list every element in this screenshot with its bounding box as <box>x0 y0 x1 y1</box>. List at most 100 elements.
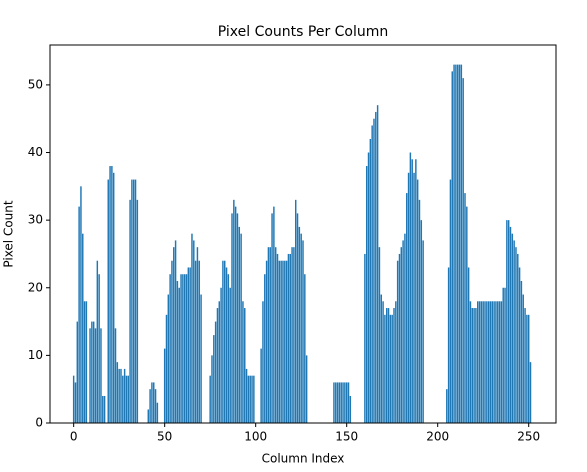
bar <box>416 179 419 423</box>
bar <box>294 199 297 423</box>
bar <box>380 294 382 423</box>
bar <box>114 328 117 423</box>
bar <box>163 348 166 423</box>
bar <box>475 308 477 423</box>
bar <box>103 395 106 423</box>
x-tick-label: 0 <box>70 430 78 444</box>
bar <box>342 382 344 423</box>
bar <box>478 301 481 423</box>
bar <box>520 280 523 423</box>
bar <box>484 301 486 423</box>
bar <box>120 368 122 423</box>
bar <box>373 118 375 424</box>
bar <box>238 226 241 423</box>
bar <box>502 287 504 423</box>
bar <box>116 362 119 423</box>
bar <box>200 294 202 423</box>
bar <box>222 260 224 423</box>
y-tick-label: 40 <box>28 145 43 159</box>
bar <box>265 260 268 423</box>
bar <box>509 226 512 423</box>
bar <box>285 260 288 423</box>
bar <box>413 172 415 423</box>
bar <box>529 362 532 423</box>
bar <box>109 166 111 423</box>
bar <box>245 368 248 423</box>
bar <box>213 335 215 423</box>
bar <box>189 267 191 423</box>
bar <box>147 409 150 423</box>
bar <box>473 308 475 423</box>
bar <box>497 301 499 423</box>
bar <box>264 274 266 423</box>
bar <box>183 274 186 423</box>
bar <box>85 301 88 423</box>
bar <box>402 240 404 423</box>
bar <box>78 206 80 423</box>
bar <box>249 375 251 423</box>
bar <box>524 308 526 423</box>
bar <box>122 375 124 423</box>
bar <box>422 240 424 423</box>
bar <box>289 253 291 423</box>
bar <box>469 301 472 423</box>
bar <box>178 287 180 423</box>
bar <box>111 166 113 423</box>
bar <box>191 233 193 423</box>
bar <box>267 247 270 423</box>
x-tick-label: 250 <box>517 430 540 444</box>
bar <box>82 233 84 423</box>
bar <box>260 348 262 423</box>
bar <box>125 375 128 423</box>
bar <box>251 375 253 423</box>
bar <box>198 260 200 423</box>
bar <box>72 375 75 423</box>
bar <box>156 402 159 423</box>
bar <box>367 152 370 423</box>
bar <box>298 226 301 423</box>
bar <box>129 199 131 423</box>
bar <box>400 247 403 423</box>
bar <box>89 328 91 423</box>
bar <box>305 355 308 423</box>
chart-title: Pixel Counts Per Column <box>218 24 389 40</box>
bar <box>404 233 406 423</box>
bar <box>365 166 368 423</box>
bar <box>347 382 350 423</box>
bar <box>407 172 410 423</box>
bar <box>409 152 412 423</box>
bar <box>335 382 337 423</box>
bar <box>364 253 366 423</box>
bar <box>398 253 401 423</box>
bar <box>526 314 528 423</box>
bar <box>504 287 506 423</box>
bar <box>376 105 379 424</box>
bar <box>187 267 190 423</box>
bar <box>491 301 494 423</box>
bar <box>247 375 250 423</box>
bar <box>92 321 95 423</box>
y-tick-label: 20 <box>28 280 43 294</box>
bar <box>282 260 284 423</box>
x-tick-label: 50 <box>157 430 172 444</box>
bar <box>493 301 495 423</box>
bar <box>96 260 99 423</box>
bar <box>466 206 468 423</box>
bar <box>340 382 342 423</box>
bar <box>180 274 182 423</box>
bar <box>174 240 177 423</box>
bar <box>229 287 231 423</box>
bar <box>506 220 508 423</box>
bar <box>344 382 346 423</box>
bar <box>173 247 175 423</box>
bar <box>234 206 237 423</box>
bar <box>169 274 171 423</box>
bar <box>171 260 173 423</box>
bar <box>94 328 97 423</box>
bar <box>462 78 464 424</box>
bar <box>446 389 448 423</box>
bar <box>518 267 521 423</box>
bar <box>411 159 413 424</box>
y-tick-label: 50 <box>28 77 43 91</box>
